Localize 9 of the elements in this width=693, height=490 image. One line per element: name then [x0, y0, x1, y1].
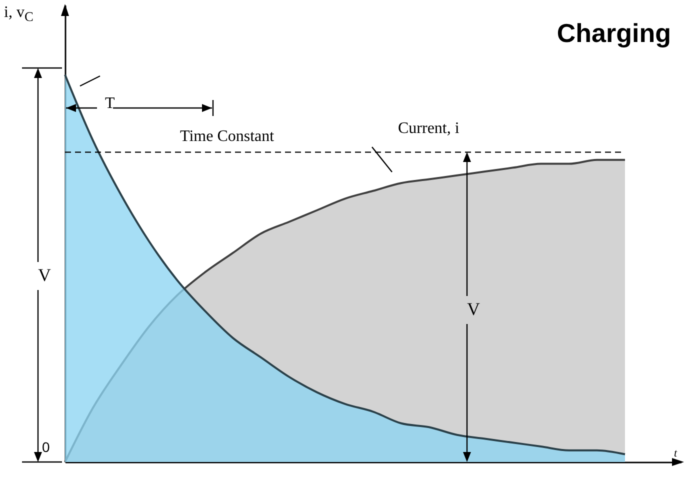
- text: V: [38, 265, 51, 285]
- annotation: Time Constant: [180, 128, 275, 145]
- annotation: V: [467, 299, 480, 319]
- y-axis-title: i, v$_{C}$: [4, 4, 34, 26]
- chart-title: Charging: [556, 18, 671, 49]
- text: 0: [42, 439, 50, 455]
- annotation: Current, i: [398, 120, 460, 137]
- annotation: T: [105, 95, 115, 112]
- x-axis-title: t: [674, 448, 678, 460]
